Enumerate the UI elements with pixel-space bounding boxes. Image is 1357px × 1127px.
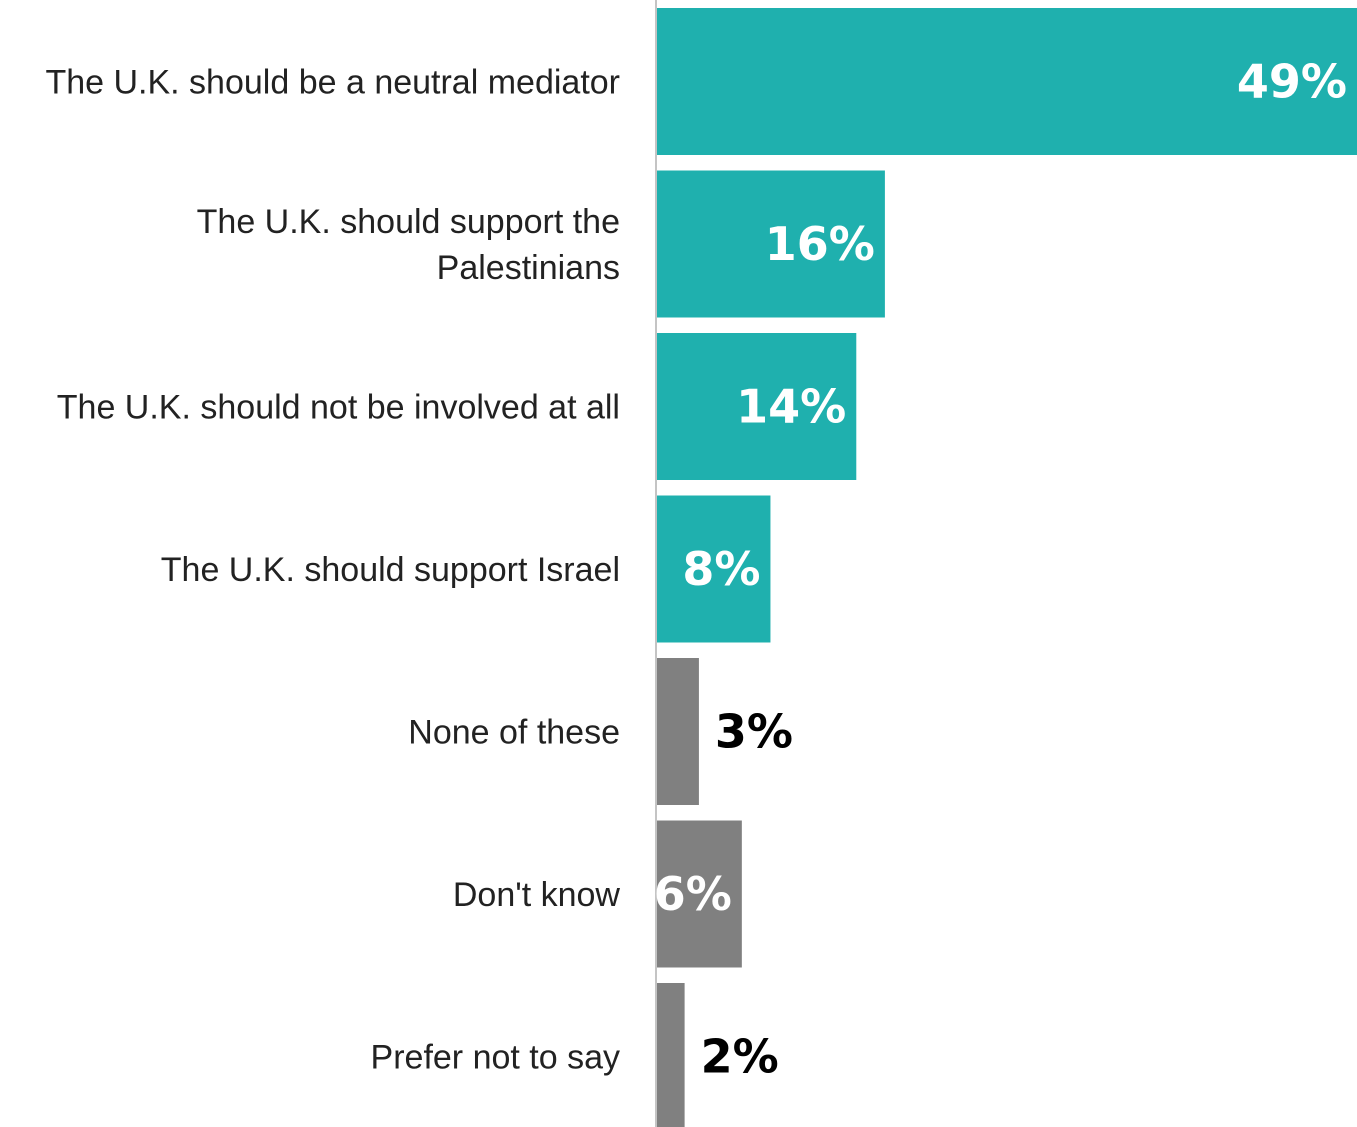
- value-label-2: 14%: [736, 380, 846, 434]
- bar-5: [656, 820, 742, 968]
- category-label-2: The U.K. should not be involved at all: [57, 389, 620, 427]
- value-label-0: 49%: [1237, 55, 1347, 109]
- bar-6: [656, 983, 685, 1127]
- bars-group: [656, 8, 1357, 1127]
- category-label-3: The U.K. should support Israel: [161, 551, 620, 589]
- value-label-3: 8%: [682, 542, 760, 596]
- value-label-5: 6%: [654, 867, 732, 921]
- bar-2: [656, 333, 857, 480]
- category-label-4: None of these: [408, 714, 620, 752]
- category-label-6: Prefer not to say: [371, 1039, 620, 1077]
- value-label-4: 3%: [715, 705, 793, 759]
- bar-1: [656, 170, 885, 318]
- bar-3: [656, 495, 771, 643]
- value-label-6: 2%: [701, 1030, 779, 1084]
- category-label-5: Don't know: [453, 876, 621, 914]
- bar-4: [656, 658, 699, 805]
- category-label-1: The U.K. should support the Palestinians: [197, 203, 620, 287]
- labels-group: The U.K. should be a neutral mediator 49%…: [45, 55, 1347, 1084]
- bar-0: [656, 8, 1357, 155]
- category-label-0: The U.K. should be a neutral mediator: [45, 64, 620, 102]
- value-label-1: 16%: [765, 217, 875, 271]
